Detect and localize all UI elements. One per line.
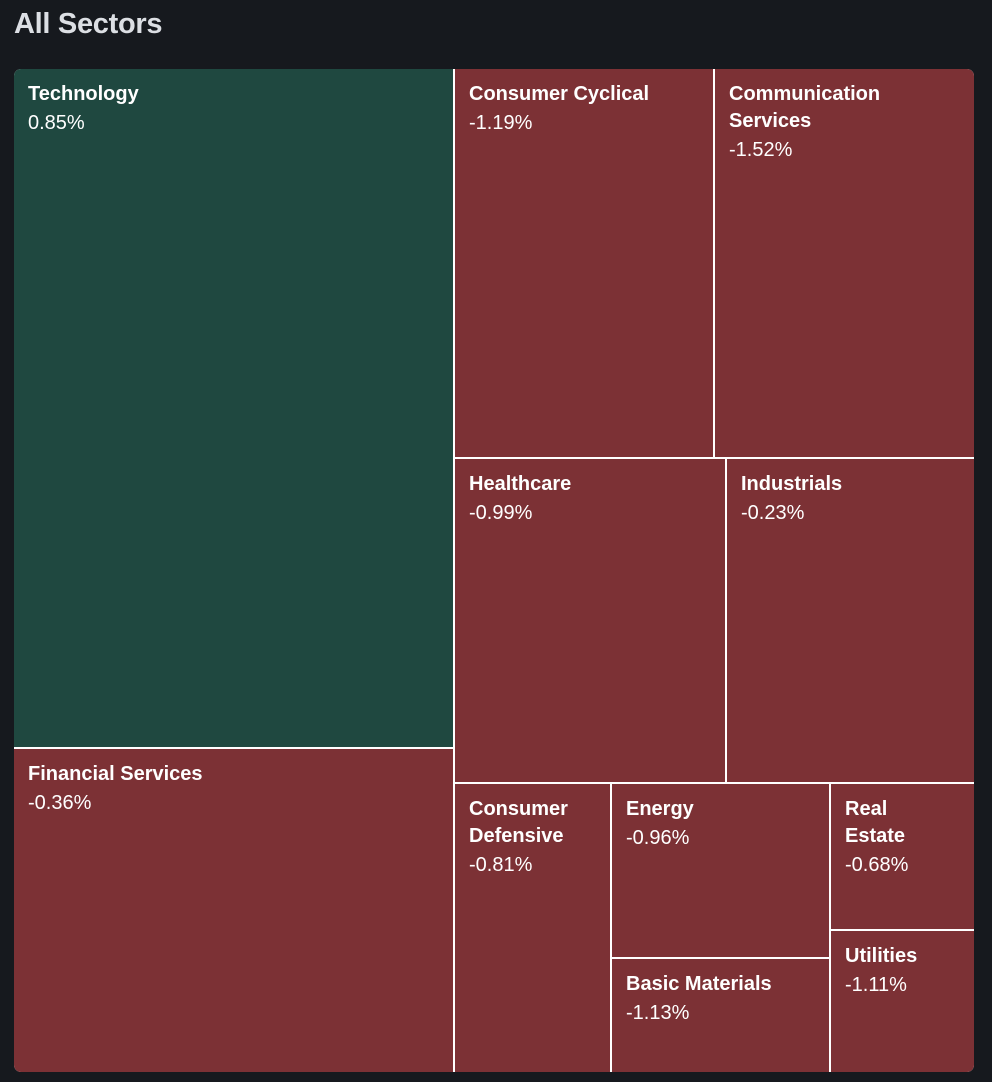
sector-change: -1.13% <box>626 1002 690 1024</box>
tile-energy[interactable]: Energy -0.96% <box>612 784 829 957</box>
sector-change: -1.19% <box>469 112 533 134</box>
tile-industrials[interactable]: Industrials -0.23% <box>727 459 974 782</box>
sector-change: 0.85% <box>28 112 85 134</box>
sector-change: -0.23% <box>741 502 805 524</box>
tile-utilities[interactable]: Utilities -1.11% <box>831 931 974 1072</box>
sector-change: -1.52% <box>729 139 793 161</box>
sector-change: -0.81% <box>469 854 533 876</box>
tile-basic-materials[interactable]: Basic Materials -1.13% <box>612 959 829 1072</box>
sector-treemap: Technology 0.85% Financial Services -0.3… <box>14 69 974 1072</box>
sector-change: -0.96% <box>626 827 690 849</box>
sector-name: Energy <box>626 798 694 820</box>
tile-financial-services[interactable]: Financial Services -0.36% <box>14 749 453 1072</box>
sector-name: Basic Materials <box>626 973 772 995</box>
sector-change: -0.68% <box>845 854 909 876</box>
page-title: All Sectors <box>14 8 163 40</box>
tile-communication-services[interactable]: Communication Services -1.52% <box>715 69 974 457</box>
tile-real-estate[interactable]: Real Estate -0.68% <box>831 784 974 929</box>
sector-name: Consumer Defensive <box>469 798 568 847</box>
sector-change: -0.36% <box>28 792 92 814</box>
sector-name: Industrials <box>741 473 843 495</box>
tile-consumer-cyclical[interactable]: Consumer Cyclical -1.19% <box>455 69 713 457</box>
tile-healthcare[interactable]: Healthcare -0.99% <box>455 459 725 782</box>
sector-change: -1.11% <box>845 974 907 996</box>
tile-consumer-defensive[interactable]: Consumer Defensive -0.81% <box>455 784 610 1072</box>
sector-name: Financial Services <box>28 763 203 785</box>
tile-technology[interactable]: Technology 0.85% <box>14 69 453 747</box>
sector-name: Communication Services <box>729 83 881 132</box>
sector-name: Technology <box>28 83 139 105</box>
sector-name: Utilities <box>845 945 918 967</box>
sector-name: Consumer Cyclical <box>469 83 650 105</box>
sector-change: -0.99% <box>469 502 533 524</box>
sector-name: Real Estate <box>845 798 906 847</box>
sector-name: Healthcare <box>469 473 572 495</box>
